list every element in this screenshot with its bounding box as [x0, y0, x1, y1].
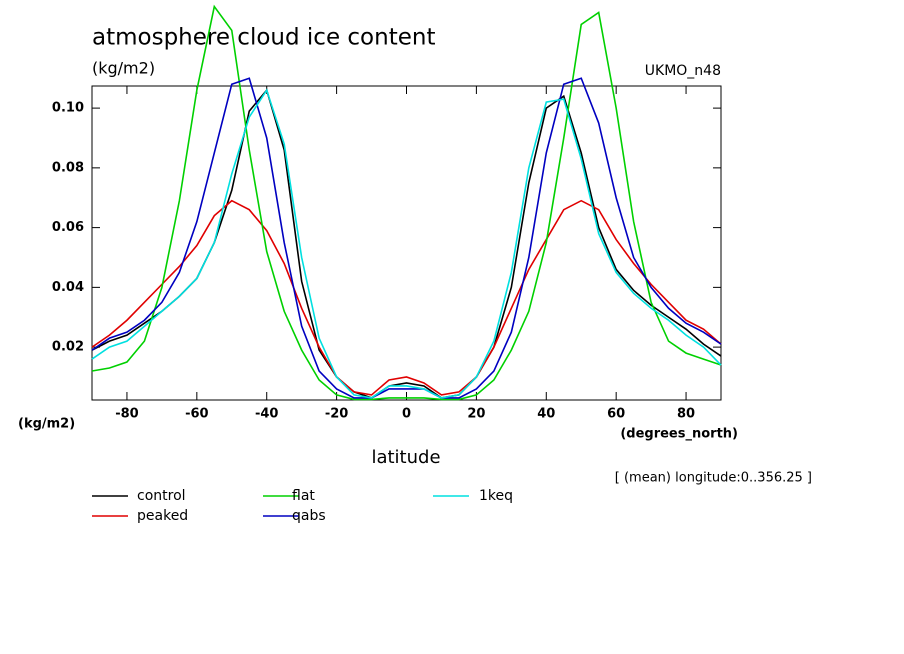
series-line: [91, 199, 722, 396]
series-line: [91, 77, 722, 399]
legend-label: qabs: [292, 508, 326, 524]
x-unit-label: (degrees_north): [620, 427, 738, 442]
legend-label: peaked: [137, 508, 188, 524]
x-tick-label: 0: [402, 407, 411, 422]
series-line: [91, 4, 722, 401]
y-tick-label: 0.04: [52, 280, 84, 295]
x-tick-label: -80: [115, 407, 139, 422]
note: [ (mean) longitude:0..356.25 ]: [615, 471, 812, 486]
model-label: UKMO_n48: [645, 63, 721, 79]
x-tick-label: 80: [677, 407, 695, 422]
y-tick-label: 0.02: [52, 340, 84, 355]
x-tick-label: -60: [185, 407, 209, 422]
legend-label: flat: [292, 488, 315, 504]
plot-frame: [91, 85, 722, 401]
x-tick-label: 40: [537, 407, 555, 422]
x-tick-label: 60: [607, 407, 625, 422]
y-tick-label: 0.08: [52, 160, 84, 175]
chart-title: atmosphere cloud ice content: [92, 25, 435, 51]
series-line: [91, 88, 722, 399]
y-tick-label: 0.06: [52, 220, 84, 235]
y-tick-label: 0.10: [52, 101, 84, 116]
x-axis-label: latitude: [371, 447, 440, 468]
chart-subtitle: (kg/m2): [92, 59, 155, 78]
y-axis-label: (kg/m2): [18, 417, 75, 432]
x-tick-label: -40: [255, 407, 279, 422]
x-tick-label: 20: [467, 407, 485, 422]
legend-label: 1keq: [479, 488, 513, 504]
x-tick-label: -20: [325, 407, 349, 422]
legend-label: control: [137, 488, 186, 504]
series-line: [91, 88, 722, 399]
